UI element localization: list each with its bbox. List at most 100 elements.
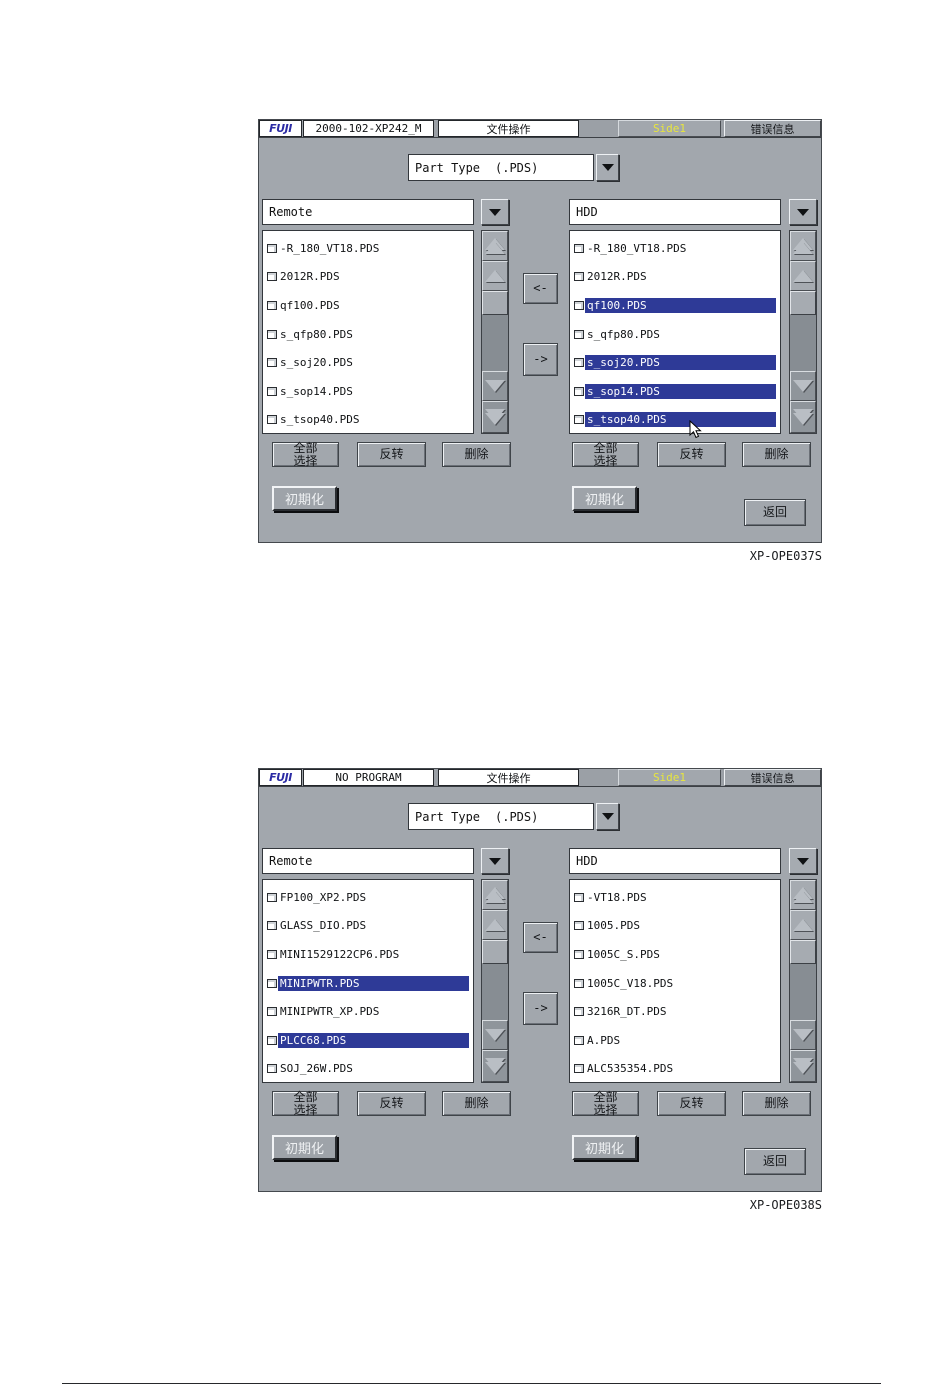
right-initialize-button[interactable]: 初期化 bbox=[572, 1135, 637, 1160]
left-file-list[interactable]: -R_180_VT18.PDS 2012R.PDS qf100.PDS s_qfp80… bbox=[262, 230, 474, 434]
transfer-left-button[interactable]: <- bbox=[523, 922, 558, 953]
scroll-down-button[interactable] bbox=[790, 1020, 816, 1050]
scroll-up-button[interactable] bbox=[482, 261, 508, 291]
right-initialize-button[interactable]: 初期化 bbox=[572, 486, 637, 511]
side-indicator[interactable]: Side1 bbox=[618, 120, 721, 137]
right-invert-button[interactable]: 反转 bbox=[657, 442, 726, 467]
scroll-pagedown-button[interactable] bbox=[790, 401, 816, 433]
left-select-all-button[interactable]: 全部 选择 bbox=[272, 442, 339, 467]
right-select-all-button[interactable]: 全部 选择 bbox=[572, 1091, 639, 1116]
file-list-item[interactable]: 2012R.PDS bbox=[570, 263, 780, 292]
file-list-item[interactable]: s_tsop40.PDS bbox=[570, 406, 780, 433]
right-file-list[interactable]: -VT18.PDS 1005.PDS 1005C_S.PDS 1005C_V18.PD… bbox=[569, 879, 781, 1083]
file-list-item[interactable]: 1005C_S.PDS bbox=[570, 940, 780, 969]
part-type-dropdown-button[interactable] bbox=[596, 803, 619, 830]
left-invert-button[interactable]: 反转 bbox=[357, 1091, 426, 1116]
file-list-item[interactable]: SOJ_26W.PDS bbox=[263, 1055, 473, 1082]
file-list-item[interactable]: PLCC68.PDS bbox=[263, 1026, 473, 1055]
scroll-up-button[interactable] bbox=[482, 910, 508, 940]
right-source-dropdown-button[interactable] bbox=[789, 848, 817, 874]
file-list-item[interactable]: -R_180_VT18.PDS bbox=[570, 234, 780, 263]
left-source-combobox[interactable]: Remote bbox=[262, 199, 474, 225]
scroll-down-button[interactable] bbox=[482, 371, 508, 401]
right-delete-button[interactable]: 删除 bbox=[742, 1091, 811, 1116]
right-scrollbar[interactable] bbox=[789, 879, 817, 1083]
file-list-item[interactable]: 1005.PDS bbox=[570, 912, 780, 941]
scrollbar-thumb[interactable] bbox=[482, 940, 508, 964]
file-list-item[interactable]: qf100.PDS bbox=[263, 291, 473, 320]
return-button[interactable]: 返回 bbox=[744, 499, 806, 526]
left-file-list[interactable]: FP100_XP2.PDS GLASS_DIO.PDS MINI1529122CP6… bbox=[262, 879, 474, 1083]
scrollbar-track[interactable] bbox=[790, 964, 816, 1020]
file-list-item[interactable]: FP100_XP2.PDS bbox=[263, 883, 473, 912]
scroll-pagedown-button[interactable] bbox=[482, 1050, 508, 1082]
file-list-item[interactable]: 3216R_DT.PDS bbox=[570, 997, 780, 1026]
part-type-combobox[interactable]: Part Type (.PDS) bbox=[408, 154, 594, 181]
file-list-item[interactable]: s_qfp80.PDS bbox=[570, 320, 780, 349]
part-type-combobox[interactable]: Part Type (.PDS) bbox=[408, 803, 594, 830]
left-select-all-button[interactable]: 全部 选择 bbox=[272, 1091, 339, 1116]
scrollbar-track[interactable] bbox=[482, 964, 508, 1020]
file-list-item[interactable]: s_sop14.PDS bbox=[570, 377, 780, 406]
scroll-pageup-button[interactable] bbox=[790, 880, 816, 910]
right-delete-button[interactable]: 删除 bbox=[742, 442, 811, 467]
right-file-list[interactable]: -R_180_VT18.PDS 2012R.PDS qf100.PDS s_qfp80… bbox=[569, 230, 781, 434]
left-source-dropdown-button[interactable] bbox=[481, 848, 509, 874]
left-initialize-button[interactable]: 初期化 bbox=[272, 486, 337, 511]
file-list-item[interactable]: -R_180_VT18.PDS bbox=[263, 234, 473, 263]
transfer-right-button[interactable]: -> bbox=[523, 343, 558, 376]
scrollbar-thumb[interactable] bbox=[482, 291, 508, 315]
scroll-pagedown-button[interactable] bbox=[790, 1050, 816, 1082]
part-type-dropdown-button[interactable] bbox=[596, 154, 619, 181]
page-footer-rule bbox=[62, 1383, 881, 1384]
scroll-up-button[interactable] bbox=[790, 261, 816, 291]
file-list-item[interactable]: s_qfp80.PDS bbox=[263, 320, 473, 349]
error-info-button[interactable]: 错误信息 bbox=[724, 120, 821, 137]
file-list-item[interactable]: MINIPWTR_XP.PDS bbox=[263, 997, 473, 1026]
file-list-item[interactable]: -VT18.PDS bbox=[570, 883, 780, 912]
file-list-item[interactable]: ALC535354.PDS bbox=[570, 1055, 780, 1082]
file-list-item[interactable]: s_sop14.PDS bbox=[263, 377, 473, 406]
scrollbar-track[interactable] bbox=[790, 315, 816, 371]
left-scrollbar[interactable] bbox=[481, 230, 509, 434]
file-list-item[interactable]: s_soj20.PDS bbox=[570, 348, 780, 377]
right-scrollbar[interactable] bbox=[789, 230, 817, 434]
right-source-combobox[interactable]: HDD bbox=[569, 848, 781, 874]
scroll-pagedown-button[interactable] bbox=[482, 401, 508, 433]
file-list-item[interactable]: A.PDS bbox=[570, 1026, 780, 1055]
left-source-combobox[interactable]: Remote bbox=[262, 848, 474, 874]
scroll-pageup-button[interactable] bbox=[482, 880, 508, 910]
error-info-button[interactable]: 错误信息 bbox=[724, 769, 821, 786]
scrollbar-thumb[interactable] bbox=[790, 940, 816, 964]
file-list-item[interactable]: MINI1529122CP6.PDS bbox=[263, 940, 473, 969]
file-list-item[interactable]: 2012R.PDS bbox=[263, 263, 473, 292]
file-icon bbox=[267, 243, 277, 253]
left-scrollbar[interactable] bbox=[481, 879, 509, 1083]
left-delete-button[interactable]: 删除 bbox=[442, 1091, 511, 1116]
left-delete-button[interactable]: 删除 bbox=[442, 442, 511, 467]
transfer-left-button[interactable]: <- bbox=[523, 273, 558, 304]
scroll-pageup-button[interactable] bbox=[482, 231, 508, 261]
file-list-item[interactable]: 1005C_V18.PDS bbox=[570, 969, 780, 998]
right-select-all-button[interactable]: 全部 选择 bbox=[572, 442, 639, 467]
scrollbar-thumb[interactable] bbox=[790, 291, 816, 315]
file-list-item[interactable]: s_tsop40.PDS bbox=[263, 406, 473, 433]
transfer-right-button[interactable]: -> bbox=[523, 992, 558, 1025]
file-list-item[interactable]: s_soj20.PDS bbox=[263, 348, 473, 377]
file-list-item[interactable]: GLASS_DIO.PDS bbox=[263, 912, 473, 941]
return-button[interactable]: 返回 bbox=[744, 1148, 806, 1175]
scroll-down-button[interactable] bbox=[790, 371, 816, 401]
file-list-item[interactable]: qf100.PDS bbox=[570, 291, 780, 320]
file-list-item[interactable]: MINIPWTR.PDS bbox=[263, 969, 473, 998]
scrollbar-track[interactable] bbox=[482, 315, 508, 371]
left-invert-button[interactable]: 反转 bbox=[357, 442, 426, 467]
scroll-pageup-button[interactable] bbox=[790, 231, 816, 261]
right-invert-button[interactable]: 反转 bbox=[657, 1091, 726, 1116]
scroll-up-button[interactable] bbox=[790, 910, 816, 940]
left-source-dropdown-button[interactable] bbox=[481, 199, 509, 225]
right-source-dropdown-button[interactable] bbox=[789, 199, 817, 225]
right-source-combobox[interactable]: HDD bbox=[569, 199, 781, 225]
side-indicator[interactable]: Side1 bbox=[618, 769, 721, 786]
left-initialize-button[interactable]: 初期化 bbox=[272, 1135, 337, 1160]
scroll-down-button[interactable] bbox=[482, 1020, 508, 1050]
